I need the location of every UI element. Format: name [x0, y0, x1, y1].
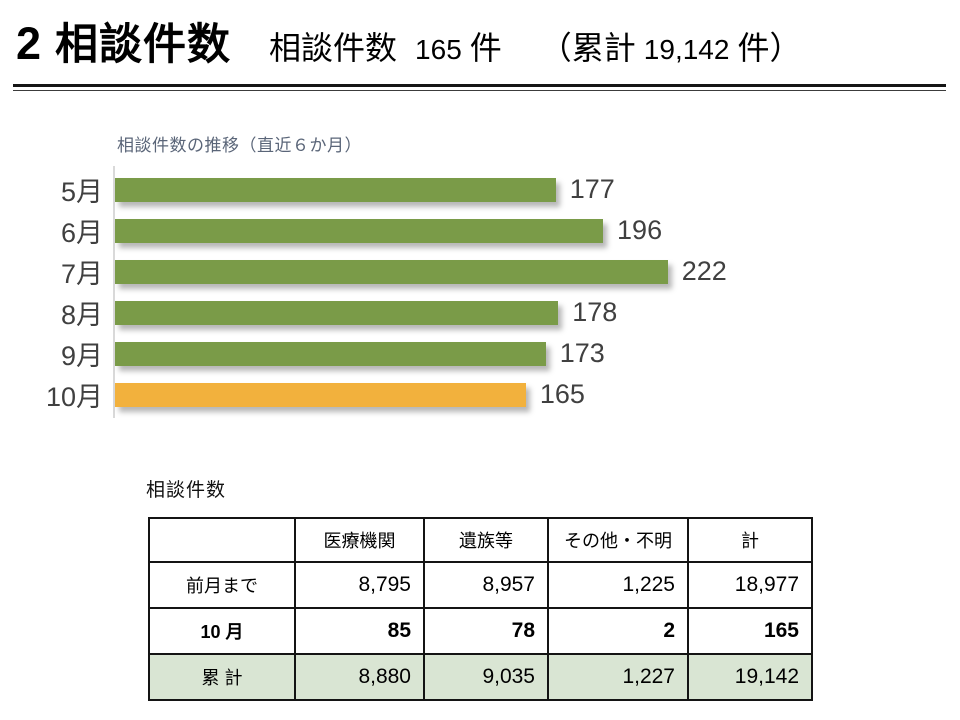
- column-header: 医療機関: [294, 517, 425, 563]
- summary-label: 相談件数: [269, 30, 398, 66]
- table-row: 前月まで 8,795 8,957 1,225 18,977: [148, 561, 813, 609]
- row-label: 累 計: [148, 653, 296, 701]
- cell-value: 85: [294, 607, 425, 655]
- cell-value: 8,957: [423, 561, 549, 609]
- value-label: 222: [681, 256, 727, 286]
- chart-row: 8月 178: [0, 292, 960, 333]
- chart-row: 9月 173: [0, 333, 960, 374]
- consultation-table: 医療機関 遺族等 その他・不明計 前月まで 8,795 8,957 1,225 18,977…: [148, 517, 813, 701]
- header-summary: 相談件数 165 件 （累計 19,142 件）: [269, 23, 801, 69]
- category-label: 9月: [60, 341, 103, 371]
- bar: [115, 218, 604, 243]
- cell-value: 8,880: [294, 653, 425, 701]
- page-title: 相談件数: [55, 21, 232, 69]
- section-number: 2: [16, 18, 42, 69]
- column-header: 遺族等: [423, 517, 549, 563]
- column-header: 計: [687, 517, 813, 563]
- table-row: 10 月 85 78 2 165: [148, 607, 813, 655]
- column-header: [148, 517, 296, 563]
- cumulative-open: （累計: [539, 30, 636, 66]
- table-header-row: 医療機関 遺族等 その他・不明計: [148, 517, 813, 563]
- value-label: 173: [559, 338, 605, 368]
- column-header: その他・不明: [547, 517, 689, 563]
- cell-value: 78: [423, 607, 549, 655]
- value-label: 196: [617, 215, 663, 245]
- cell-value: 1,225: [547, 561, 689, 609]
- cumulative-close: 件）: [737, 30, 802, 66]
- cell-value: 18,977: [687, 561, 813, 609]
- bar: [115, 300, 559, 325]
- row-label: 前月まで: [148, 561, 296, 609]
- table-row: 累 計 8,880 9,035 1,227 19,142: [148, 653, 813, 701]
- chart-row: 7月 222: [0, 251, 960, 292]
- category-label: 6月: [60, 218, 103, 248]
- chart-title: 相談件数の推移（直近６か月）: [117, 136, 362, 155]
- cell-value: 165: [687, 607, 813, 655]
- value-label: 165: [539, 379, 585, 409]
- chart-row: 10月 165: [0, 374, 960, 415]
- cumulative-value: 19,142: [643, 34, 730, 65]
- table-caption: 相談件数: [146, 480, 227, 501]
- cell-value: 19,142: [687, 653, 813, 701]
- chart-row: 6月 196: [0, 210, 960, 251]
- cell-value: 2: [547, 607, 689, 655]
- bar-highlight: [115, 382, 526, 407]
- cell-value: 8,795: [294, 561, 425, 609]
- chart-y-axis: [113, 166, 115, 418]
- category-label: 8月: [60, 300, 103, 330]
- summary-unit: 件: [469, 30, 502, 66]
- bar: [115, 259, 668, 284]
- summary-value: 165: [415, 34, 462, 65]
- cell-value: 9,035: [423, 653, 549, 701]
- chart-row: 5月 177: [0, 169, 960, 210]
- bar: [115, 177, 556, 202]
- category-label: 7月: [60, 259, 103, 289]
- bar-chart: 5月 177 6月 196 7月 222 8月 178 9月 173 10月 165: [0, 169, 960, 415]
- value-label: 178: [572, 297, 618, 327]
- category-label: 5月: [60, 177, 103, 207]
- bar: [115, 341, 546, 366]
- row-label: 10 月: [148, 607, 296, 655]
- category-label: 10月: [45, 382, 103, 412]
- value-label: 177: [569, 174, 615, 204]
- cell-value: 1,227: [547, 653, 689, 701]
- header-divider: [13, 84, 946, 91]
- header: 2 相談件数 相談件数 165 件 （累計 19,142 件）: [16, 10, 801, 72]
